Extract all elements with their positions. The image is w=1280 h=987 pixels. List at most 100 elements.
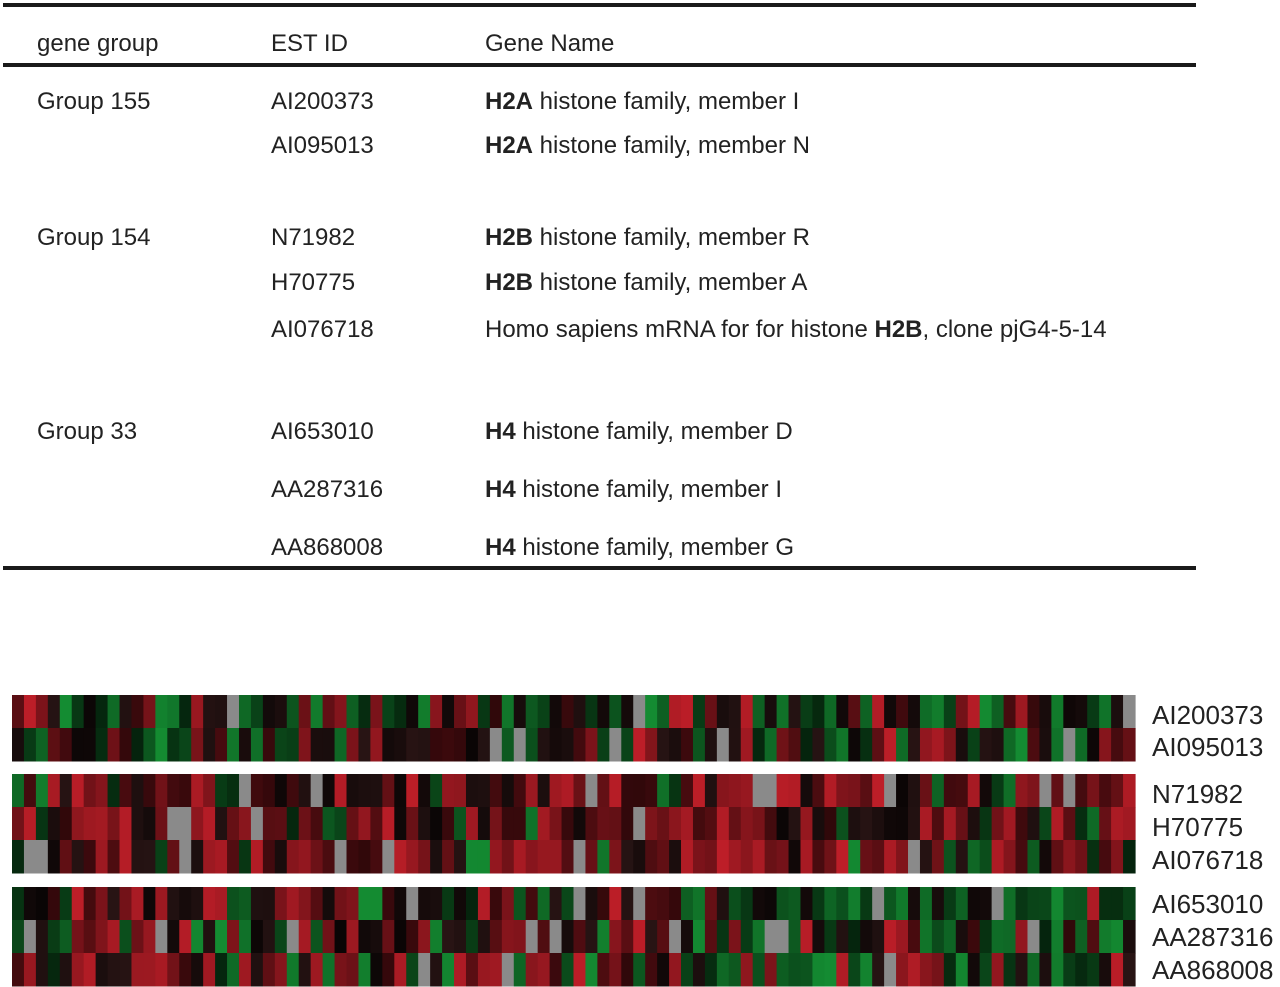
heatmap-cell: [59, 807, 73, 841]
heatmap-cell: [442, 840, 455, 874]
heatmap-cell: [716, 887, 730, 921]
heatmap-cell: [358, 953, 372, 987]
heatmap-cell: [310, 840, 324, 874]
heatmap-cell: [23, 953, 37, 987]
heatmap-cell: [1123, 840, 1136, 874]
heatmap-cell: [23, 807, 37, 841]
heatmap-cell: [442, 887, 455, 921]
heatmap-cell: [1099, 953, 1112, 987]
heatmap-cell: [943, 774, 957, 808]
heatmap-cell: [155, 920, 168, 954]
heatmap-cell: [764, 920, 778, 954]
heatmap-cell: [824, 807, 837, 841]
heatmap-cell: [967, 920, 981, 954]
heatmap-cell: [501, 920, 515, 954]
heatmap-cell: [931, 920, 945, 954]
heatmap-cell: [119, 728, 133, 762]
heatmap-cell: [23, 728, 37, 762]
heatmap-row-label: AA287316: [1152, 922, 1274, 952]
gene-name-bold: H2A: [485, 132, 534, 159]
heatmap-cell: [83, 840, 97, 874]
heatmap-cell: [609, 840, 622, 874]
heatmap-cell: [322, 840, 336, 874]
heatmap-cell: [764, 840, 778, 874]
heatmap-cell: [967, 695, 981, 729]
heatmap-cell: [1099, 728, 1112, 762]
est-id: N71982: [271, 224, 356, 251]
heatmap-cell: [406, 840, 419, 874]
heatmap-cell: [131, 840, 145, 874]
gene-name-bold: H2B: [874, 316, 923, 343]
heatmap-cell: [155, 953, 168, 987]
heatmap-cell: [669, 695, 682, 729]
heatmap-cell: [716, 953, 730, 987]
heatmap-cell: [95, 728, 109, 762]
heatmap-cell: [489, 887, 503, 921]
heatmap-row-label: AI076718: [1152, 845, 1264, 875]
heatmap-cell: [155, 887, 168, 921]
heatmap-cell: [489, 840, 503, 874]
heatmap-cell: [59, 695, 73, 729]
heatmap-cell: [1123, 807, 1136, 841]
heatmap-cell: [836, 807, 849, 841]
heatmap-row-label: H70775: [1152, 812, 1244, 842]
heatmap-cell: [262, 807, 276, 841]
heatmap-cell: [250, 920, 264, 954]
heatmap-cell: [704, 695, 718, 729]
heatmap-cell: [358, 840, 372, 874]
heatmap-cell: [633, 774, 646, 808]
gene-name: H2A histone family, member N: [485, 132, 810, 160]
heatmap-cell: [298, 695, 312, 729]
heatmap-cell: [836, 953, 849, 987]
heatmap-cell: [657, 887, 670, 921]
heatmap-cell: [370, 695, 383, 729]
heatmap-cell: [681, 807, 694, 841]
heatmap-cell: [1027, 920, 1041, 954]
heatmap-cell: [1027, 774, 1041, 808]
heatmap-cell: [788, 774, 802, 808]
heatmap-cell: [585, 807, 598, 841]
heatmap-cell: [561, 807, 575, 841]
heatmap-cell: [1039, 887, 1052, 921]
heatmap-cell: [812, 953, 825, 987]
heatmap-cell: [131, 695, 145, 729]
heatmap-cell: [800, 840, 814, 874]
heatmap-cell: [71, 728, 85, 762]
heatmap-cell: [824, 840, 837, 874]
heatmap-cell: [1123, 920, 1136, 954]
heatmap-cell: [872, 840, 885, 874]
heatmap-cell: [286, 807, 300, 841]
heatmap-cell: [1063, 840, 1076, 874]
heatmap-cell: [549, 728, 563, 762]
heatmap-cell: [394, 887, 407, 921]
heatmap-cell: [513, 807, 527, 841]
heatmap-cell: [167, 887, 180, 921]
heatmap-cell: [919, 774, 933, 808]
heatmap-cell: [728, 887, 742, 921]
heatmap-cell: [908, 807, 921, 841]
heatmap-cell: [752, 695, 766, 729]
gene-name: H4 histone family, member G: [485, 534, 794, 562]
heatmap-cell: [489, 774, 503, 808]
heatmap-cell: [262, 695, 276, 729]
heatmap-cell: [155, 695, 168, 729]
heatmap-cell: [991, 807, 1005, 841]
heatmap-cell: [860, 887, 873, 921]
heatmap-cell: [238, 728, 252, 762]
heatmap-cell: [716, 807, 730, 841]
heatmap-cell: [824, 695, 837, 729]
heatmap-cell: [669, 807, 682, 841]
heatmap-cell: [967, 774, 981, 808]
heatmap-cell: [418, 953, 431, 987]
heatmap-cell: [728, 953, 742, 987]
heatmap-cell: [681, 953, 694, 987]
heatmap-cell: [752, 840, 766, 874]
heatmap-cell: [334, 887, 348, 921]
heatmap-row-label: N71982: [1152, 779, 1244, 809]
heatmap-cell: [860, 695, 873, 729]
heatmap-cell: [203, 807, 216, 841]
heatmap-cell: [585, 920, 598, 954]
heatmap-cell: [597, 840, 610, 874]
heatmap-cell: [704, 953, 718, 987]
